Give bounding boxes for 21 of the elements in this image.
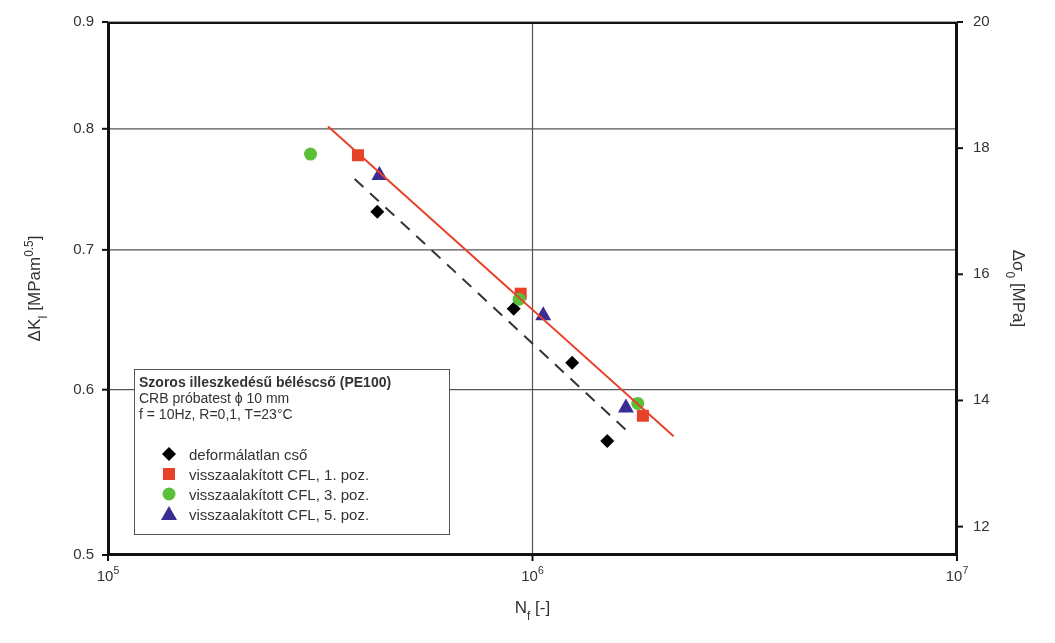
y-tick-label: 0.7 xyxy=(73,239,94,257)
legend-label: visszaalakított CFL, 3. poz. xyxy=(189,485,370,503)
annotation: f = 10Hz, R=0,1, T=23°C xyxy=(139,406,294,422)
legend-label: deformálatlan cső xyxy=(189,445,308,463)
legend-label: visszaalakított CFL, 5. poz. xyxy=(189,505,370,523)
legend-label: visszaalakított CFL, 1. poz. xyxy=(189,465,370,483)
y2-tick-label: 16 xyxy=(973,264,990,282)
y-tick-label: 0.5 xyxy=(73,544,94,562)
x-tick-label: 10$^{6}$ xyxy=(521,563,544,584)
y2-tick-label: 12 xyxy=(973,516,990,534)
legend-title: Szoros illeszkedésű béléscső (PE100) xyxy=(139,374,393,390)
x-tick-label: 10$^{5}$ xyxy=(96,563,120,584)
y2-tick-label: 14 xyxy=(973,390,990,408)
y2-tick-label: 18 xyxy=(973,138,990,156)
y-tick-label: 0.6 xyxy=(73,379,94,397)
y2-tick-label: 20 xyxy=(973,11,990,29)
y-tick-label: 0.9 xyxy=(73,11,94,29)
x-tick-label: 10$^{7}$ xyxy=(945,563,969,584)
annotation: CRB próbatest ϕ 10 mm xyxy=(139,390,291,406)
y-tick-label: 0.8 xyxy=(73,118,94,136)
x-axis-title: N$_{f}$ [-] xyxy=(514,598,551,623)
